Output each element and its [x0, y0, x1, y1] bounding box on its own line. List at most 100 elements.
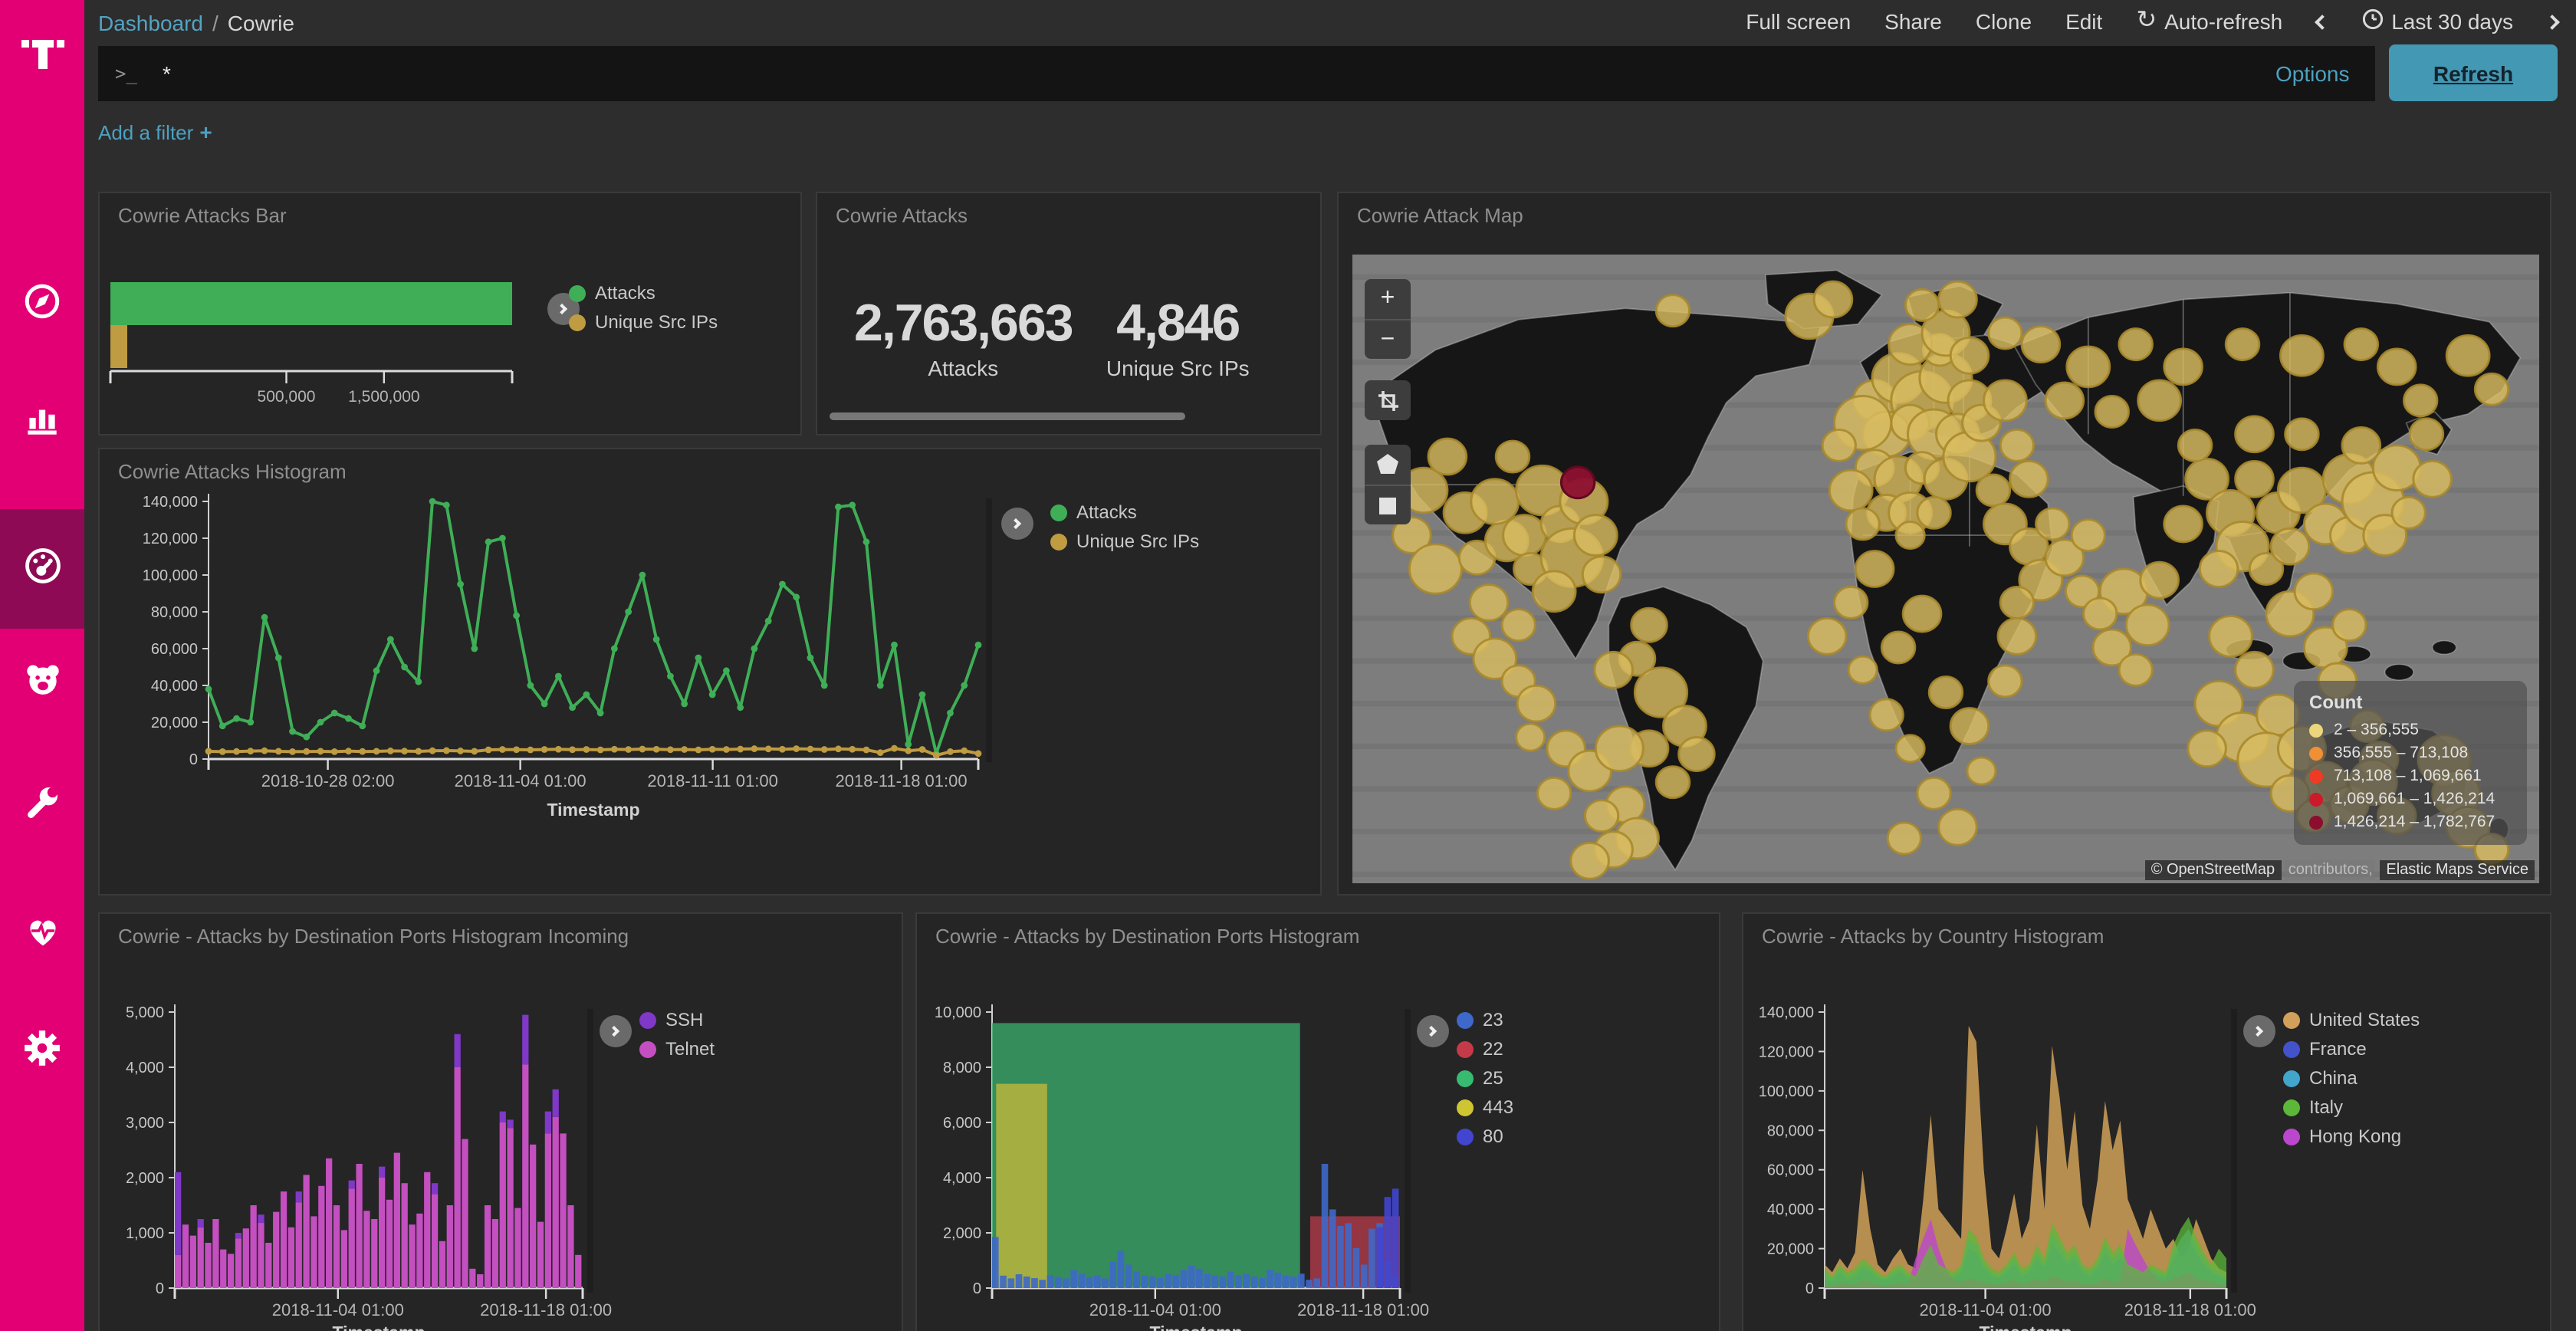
full-screen-button[interactable]: Full screen — [1746, 9, 1852, 34]
data-point — [849, 745, 856, 753]
tick-label: 0 — [156, 1280, 164, 1297]
legend-item-80[interactable]: 80 — [1457, 1126, 1513, 1147]
clone-button[interactable]: Clone — [1975, 9, 2032, 34]
attack-map[interactable]: + − Count 2 – 356,555 356,555 – 713,108 71… — [1352, 255, 2539, 883]
t-mobile-logo-icon[interactable] — [0, 12, 84, 98]
auto-refresh-button[interactable]: ↻ Auto-refresh — [2136, 8, 2283, 34]
attack-circle — [1999, 585, 2036, 619]
data-point — [625, 746, 632, 753]
bar-port-23 — [1125, 1264, 1132, 1288]
zoom-out-button[interactable]: − — [1365, 319, 1411, 359]
bar-unique-src-ips — [110, 325, 127, 368]
attack-circle — [1593, 650, 1634, 689]
legend-expand-button[interactable] — [1001, 508, 1033, 540]
legend-item-unique-src-ips[interactable]: Unique Src IPs — [1050, 531, 1199, 552]
legend-item-italy[interactable]: Italy — [2283, 1096, 2420, 1118]
sidebar-item-dev-tools[interactable] — [0, 747, 84, 866]
attribution-text: contributors, — [2285, 860, 2376, 880]
panel-cowrie-attack-map: Cowrie Attack Map + − Count 2 – 356,555 3… — [1337, 192, 2551, 896]
bar-telnet — [416, 1213, 423, 1288]
bar-telnet — [469, 1268, 476, 1288]
refresh-button[interactable]: Refresh — [2389, 44, 2558, 101]
legend: Attacks Unique Src IPs — [569, 282, 718, 333]
legend-item-unique-src-ips[interactable]: Unique Src IPs — [569, 311, 718, 333]
polygon-icon[interactable] — [1365, 445, 1411, 485]
panel-title[interactable]: Cowrie Attacks — [836, 204, 968, 227]
data-point — [219, 748, 226, 755]
panel-title[interactable]: Cowrie - Attacks by Destination Ports Hi… — [118, 925, 629, 948]
time-picker-button[interactable]: Last 30 days — [2361, 8, 2513, 35]
attack-circle — [2362, 514, 2408, 557]
data-point — [667, 746, 674, 754]
time-forward-button[interactable] — [2545, 14, 2560, 29]
osm-link[interactable]: © OpenStreetMap — [2144, 860, 2282, 880]
legend-item-22[interactable]: 22 — [1457, 1038, 1513, 1060]
legend-item-france[interactable]: France — [2283, 1038, 2420, 1060]
legend-item-united-states[interactable]: United States — [2283, 1009, 2420, 1030]
data-point — [205, 685, 212, 693]
sidebar-item-visualize[interactable] — [0, 363, 84, 483]
bar-port-23 — [1046, 1275, 1054, 1288]
zoom-in-button[interactable]: + — [1380, 285, 1395, 311]
bar-telnet — [446, 1205, 453, 1288]
bar-ssh — [197, 1219, 204, 1227]
bar-port-23 — [1211, 1275, 1219, 1288]
sidebar-item-discover[interactable] — [0, 245, 84, 365]
legend-item-25[interactable]: 25 — [1457, 1067, 1513, 1089]
legend-divider — [587, 1009, 593, 1293]
data-point — [596, 746, 604, 754]
legend-item-443[interactable]: 443 — [1457, 1096, 1513, 1118]
data-point — [554, 672, 562, 680]
data-point — [359, 722, 366, 730]
panel-title[interactable]: Cowrie Attacks Histogram — [118, 460, 347, 483]
attack-circle — [1502, 514, 1547, 557]
legend-expand-button[interactable] — [1417, 1015, 1449, 1047]
share-button[interactable]: Share — [1884, 9, 1942, 34]
bar-telnet — [205, 1242, 212, 1288]
data-point — [737, 704, 744, 712]
crop-icon[interactable] — [1365, 380, 1411, 420]
legend-item-attacks[interactable]: Attacks — [1050, 501, 1199, 523]
panel-title[interactable]: Cowrie - Attacks by Country Histogram — [1762, 925, 2104, 948]
bar-port-23 — [1078, 1273, 1086, 1288]
bar-telnet — [326, 1158, 333, 1288]
data-point — [303, 733, 310, 741]
legend-dot — [1050, 504, 1067, 521]
sidebar-item-management[interactable] — [0, 992, 84, 1112]
legend-item-ssh[interactable]: SSH — [639, 1009, 715, 1030]
panel-cowrie-attacks-metric: Cowrie Attacks 2,763,663 Attacks 4,846 U… — [816, 192, 1322, 435]
data-point — [485, 538, 492, 546]
data-point — [974, 750, 982, 758]
plus-icon: + — [199, 120, 212, 144]
sidebar-item-dashboard[interactable] — [0, 509, 84, 629]
legend-item-telnet[interactable]: Telnet — [639, 1038, 715, 1060]
horizontal-scrollbar[interactable] — [830, 412, 1185, 420]
elastic-maps-link[interactable]: Elastic Maps Service — [2380, 860, 2535, 880]
options-link[interactable]: Options — [2275, 61, 2350, 86]
edit-button[interactable]: Edit — [2065, 9, 2103, 34]
time-back-button[interactable] — [2314, 14, 2330, 29]
legend-expand-button[interactable] — [600, 1015, 632, 1047]
bucket-range: 2 – 356,555 — [2334, 721, 2419, 739]
panel-title[interactable]: Cowrie Attacks Bar — [118, 204, 287, 227]
map-legend-buckets: 2 – 356,555 356,555 – 713,108 713,108 – 1,… — [2309, 721, 2512, 831]
data-point — [596, 709, 604, 717]
panel-title[interactable]: Cowrie Attack Map — [1357, 204, 1523, 227]
bar-port-23 — [1165, 1274, 1171, 1288]
legend-item-attacks[interactable]: Attacks — [569, 282, 718, 304]
legend-expand-button[interactable] — [2243, 1015, 2275, 1047]
sidebar-item-monitoring[interactable] — [0, 874, 84, 994]
add-filter-link[interactable]: Add a filter + — [98, 120, 212, 144]
attack-circle — [1966, 756, 1997, 786]
legend-item-23[interactable]: 23 — [1457, 1009, 1513, 1030]
query-input[interactable] — [98, 46, 2375, 101]
data-point — [233, 748, 240, 755]
panel-title[interactable]: Cowrie - Attacks by Destination Ports Hi… — [935, 925, 1360, 948]
sidebar-item-hunting[interactable] — [0, 623, 84, 742]
legend-item-hong-kong[interactable]: Hong Kong — [2283, 1126, 2420, 1147]
legend-item-china[interactable]: China — [2283, 1067, 2420, 1089]
rectangle-icon[interactable] — [1365, 485, 1411, 524]
breadcrumb-dashboard-link[interactable]: Dashboard — [98, 11, 203, 35]
attack-circle — [1677, 736, 1716, 773]
data-point — [415, 678, 422, 685]
